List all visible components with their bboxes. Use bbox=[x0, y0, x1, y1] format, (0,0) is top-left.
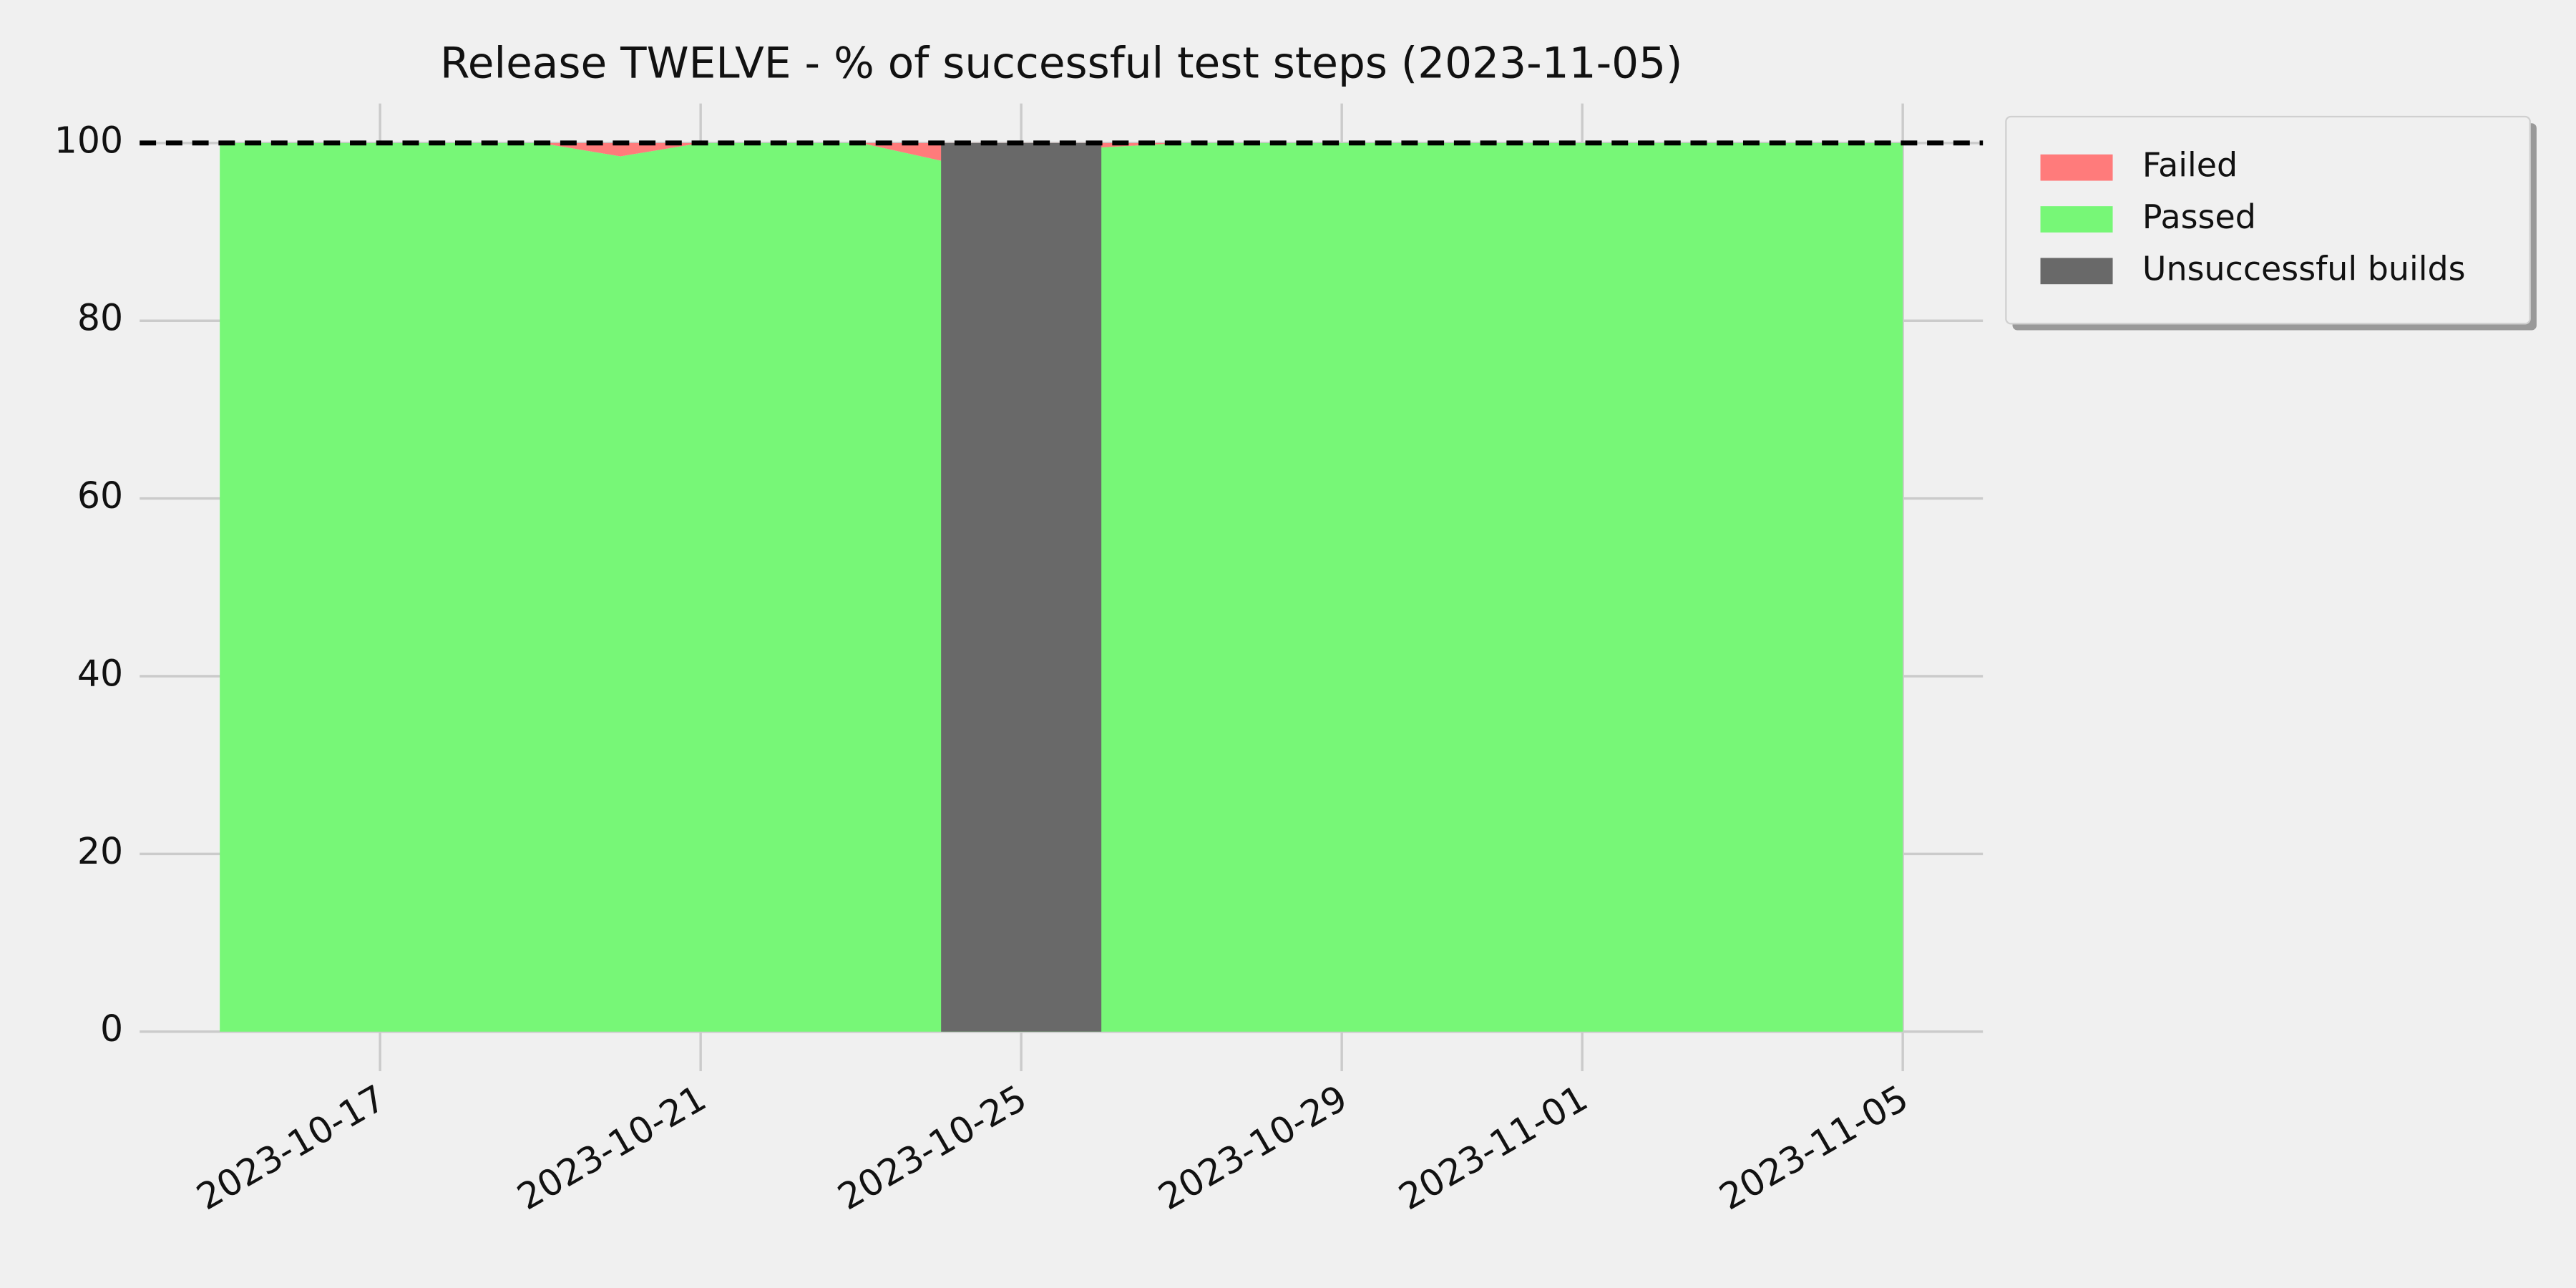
y-tick-label: 20 bbox=[77, 830, 123, 872]
x-tick-label: 2023-10-25 bbox=[831, 1077, 1034, 1219]
legend-label: Failed bbox=[2142, 146, 2238, 185]
legend-swatch bbox=[2040, 154, 2113, 181]
y-tick-label: 80 bbox=[77, 297, 123, 339]
legend-label: Passed bbox=[2142, 197, 2256, 236]
y-tick-label: 0 bbox=[100, 1008, 123, 1050]
x-tick-label: 2023-11-01 bbox=[1392, 1077, 1595, 1219]
legend-box bbox=[2005, 115, 2531, 325]
plot: Release TWELVE - % of successful test st… bbox=[54, 39, 2537, 1219]
y-tick-label: 40 bbox=[77, 652, 123, 694]
area bbox=[220, 142, 1903, 161]
legend-swatch bbox=[2040, 258, 2113, 285]
x-tick-label: 2023-10-17 bbox=[190, 1077, 393, 1219]
legend-swatch bbox=[2040, 206, 2113, 233]
x-tick-label: 2023-10-29 bbox=[1151, 1077, 1355, 1219]
area bbox=[941, 142, 1102, 1032]
x-tick-label: 2023-11-05 bbox=[1712, 1077, 1916, 1219]
legend: Failed Passed Unsuccessful builds bbox=[2005, 115, 2537, 331]
x-tick-label: 2023-10-21 bbox=[510, 1077, 713, 1219]
chart-title: Release TWELVE - % of successful test st… bbox=[440, 39, 1682, 88]
y-tick-label: 60 bbox=[77, 474, 123, 517]
y-tick-label: 100 bbox=[54, 119, 123, 161]
legend-label: Unsuccessful builds bbox=[2142, 249, 2466, 288]
